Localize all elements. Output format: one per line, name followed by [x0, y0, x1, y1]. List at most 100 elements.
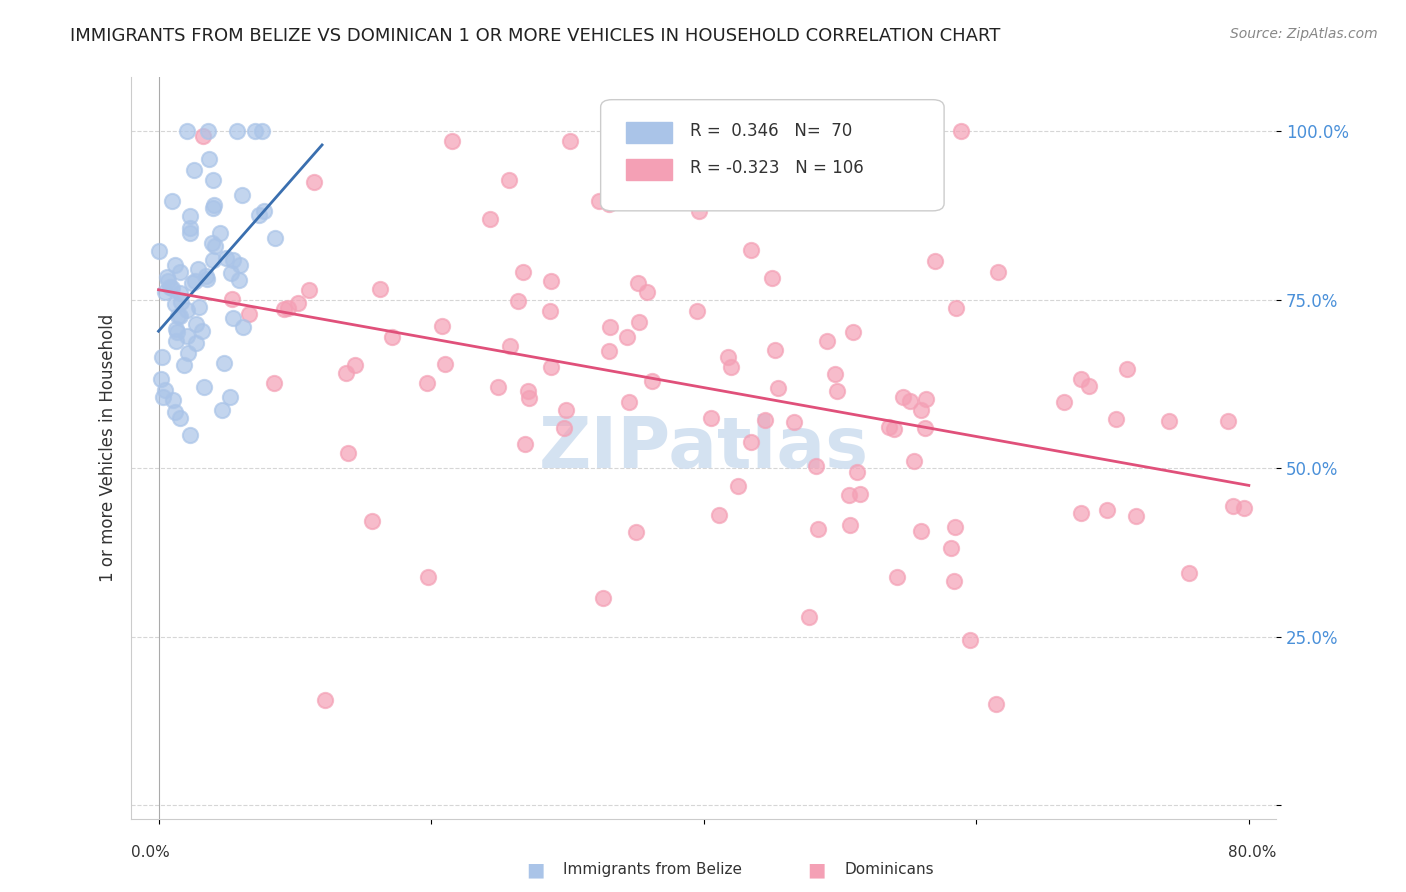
Point	[228, 273, 250, 287]
Point	[202, 173, 225, 187]
Point	[1125, 508, 1147, 523]
Point	[197, 124, 219, 138]
Point	[910, 524, 932, 538]
Y-axis label: 1 or more Vehicles in Household: 1 or more Vehicles in Household	[100, 314, 117, 582]
Point	[187, 301, 209, 315]
Point	[169, 410, 191, 425]
Point	[162, 392, 184, 407]
Point	[845, 466, 868, 480]
Point	[361, 514, 384, 528]
Point	[538, 303, 561, 318]
Text: Immigrants from Belize: Immigrants from Belize	[562, 863, 742, 877]
Text: R =  0.346   N=  70: R = 0.346 N= 70	[690, 122, 852, 140]
Point	[1077, 379, 1099, 393]
Point	[898, 393, 921, 408]
Point	[153, 383, 176, 397]
Point	[191, 128, 214, 143]
Point	[219, 266, 242, 280]
Point	[540, 274, 562, 288]
Point	[273, 302, 295, 317]
Point	[560, 134, 582, 148]
Text: ZIPatlas: ZIPatlas	[538, 414, 869, 483]
Point	[343, 358, 366, 372]
Point	[624, 525, 647, 540]
Point	[211, 402, 233, 417]
Point	[877, 419, 900, 434]
Point	[176, 329, 198, 343]
Point	[540, 359, 562, 374]
Point	[195, 268, 218, 283]
Point	[506, 293, 529, 308]
Text: 80.0%: 80.0%	[1227, 846, 1277, 861]
Point	[163, 297, 186, 311]
Point	[839, 518, 862, 533]
Point	[740, 244, 762, 258]
Point	[177, 346, 200, 360]
Point	[169, 294, 191, 309]
Point	[886, 570, 908, 584]
Point	[202, 197, 225, 211]
Point	[513, 437, 536, 451]
Point	[298, 283, 321, 297]
Point	[287, 295, 309, 310]
Text: ■: ■	[526, 860, 544, 880]
Point	[179, 210, 201, 224]
Point	[943, 520, 966, 534]
Point	[633, 186, 655, 200]
Point	[179, 427, 201, 442]
Point	[263, 376, 285, 390]
Point	[709, 508, 731, 522]
Point	[232, 320, 254, 334]
Point	[910, 403, 932, 417]
Point	[160, 281, 183, 295]
Point	[598, 197, 620, 211]
Point	[486, 380, 509, 394]
Point	[335, 366, 357, 380]
Point	[253, 203, 276, 218]
Point	[247, 208, 270, 222]
Point	[229, 258, 252, 272]
Point	[987, 265, 1010, 279]
Point	[783, 415, 806, 429]
Point	[197, 271, 219, 285]
Point	[264, 231, 287, 245]
Point	[924, 253, 946, 268]
Text: Dominicans: Dominicans	[844, 863, 934, 877]
Point	[418, 570, 440, 584]
Point	[598, 344, 620, 359]
Point	[838, 488, 860, 502]
Point	[416, 376, 439, 390]
Point	[208, 227, 231, 241]
Text: Source: ZipAtlas.com: Source: ZipAtlas.com	[1230, 27, 1378, 41]
Point	[176, 124, 198, 138]
Point	[193, 380, 215, 394]
Point	[314, 693, 336, 707]
Point	[761, 271, 783, 285]
Point	[686, 304, 709, 318]
Point	[942, 574, 965, 588]
Point	[165, 334, 187, 349]
Point	[766, 381, 789, 395]
Bar	[626, 159, 672, 179]
Point	[152, 390, 174, 404]
Point	[1105, 412, 1128, 426]
Point	[191, 324, 214, 338]
Point	[169, 285, 191, 300]
Point	[627, 315, 650, 329]
Text: R = -0.323   N = 106: R = -0.323 N = 106	[690, 159, 863, 177]
Point	[160, 194, 183, 209]
Point	[183, 162, 205, 177]
Point	[183, 274, 205, 288]
Point	[763, 343, 786, 358]
Point	[165, 321, 187, 335]
Point	[717, 350, 740, 364]
Point	[883, 422, 905, 436]
Point	[1053, 395, 1076, 409]
Point	[807, 522, 830, 536]
Point	[222, 252, 245, 267]
Point	[167, 310, 190, 324]
Point	[214, 355, 236, 369]
Point	[169, 309, 191, 323]
Point	[153, 285, 176, 300]
Point	[176, 303, 198, 318]
